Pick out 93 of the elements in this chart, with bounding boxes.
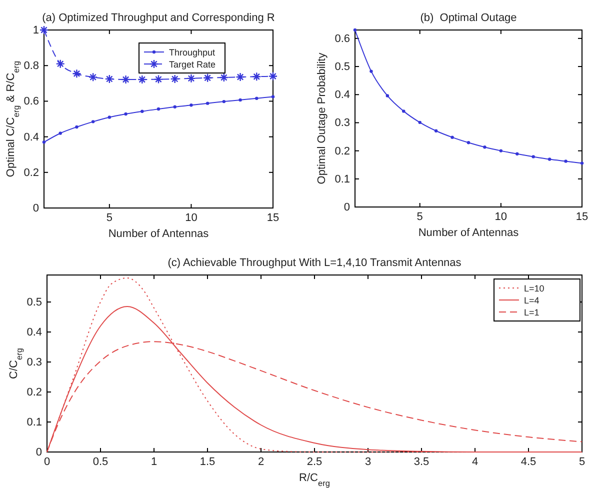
point <box>39 25 49 35</box>
point <box>104 74 114 84</box>
point <box>271 95 275 98</box>
y-tick-label: 0.4 <box>334 89 350 102</box>
chart-title: (c) Achievable Throughput With L=1,4,10 Transmit Antennas <box>168 257 462 269</box>
x-tick-label: 15 <box>266 212 280 224</box>
point <box>252 72 262 82</box>
x-tick-label: 4 <box>472 456 478 468</box>
point <box>121 74 130 84</box>
x-tick-label: 15 <box>576 210 588 223</box>
y-tick-label: 0.3 <box>334 117 350 130</box>
point <box>255 96 258 100</box>
y-tick-label: 1 <box>32 24 39 37</box>
point <box>386 94 390 98</box>
point <box>353 28 357 32</box>
x-tick-label: 2 <box>258 456 264 468</box>
point <box>516 152 519 156</box>
point <box>154 74 164 84</box>
y-tick-label: 0 <box>36 446 42 459</box>
y-tick-label: 0.5 <box>334 61 350 74</box>
point <box>72 69 82 78</box>
point <box>532 155 535 158</box>
point <box>483 146 486 149</box>
point <box>564 160 568 163</box>
x-tick-label: 4.5 <box>520 456 536 468</box>
chart-title: (b) Optimal Outage <box>420 12 517 24</box>
point <box>170 74 180 84</box>
point <box>402 110 406 113</box>
y-tick-label: 0.2 <box>334 145 350 158</box>
point <box>222 100 226 104</box>
x-tick-label: 0 <box>44 456 50 468</box>
y-tick-label: 0.1 <box>26 416 42 429</box>
point <box>186 74 196 84</box>
legend-label: Throughput <box>169 48 216 58</box>
x-axis-title: Number of Antennas <box>108 228 210 240</box>
y-axis-title: Optimal Outage Probability <box>316 52 328 184</box>
x-tick-label: 5 <box>578 456 586 468</box>
point <box>173 105 176 108</box>
y-tick-label: 0.8 <box>24 60 39 72</box>
point <box>190 104 193 107</box>
x-tick-label: 5 <box>106 212 112 224</box>
point <box>238 98 242 102</box>
x-tick-label: 0.5 <box>92 456 108 468</box>
y-tick-label: 0 <box>344 202 350 214</box>
legend-label: L=4 <box>524 296 540 306</box>
point <box>219 72 229 82</box>
y-tick-label: 0.5 <box>26 296 42 309</box>
point <box>56 59 65 68</box>
point <box>91 120 95 124</box>
x-axis-title: R/C$_{erg}$ <box>299 472 330 488</box>
point <box>138 74 147 84</box>
legend-label: L=1 <box>524 308 540 318</box>
point <box>499 149 503 152</box>
x-tick-label: 1 <box>150 456 158 468</box>
y-tick-label: 0.2 <box>24 166 39 179</box>
y-tick-label: 0.2 <box>26 386 42 399</box>
x-tick-label: 1.5 <box>200 456 216 468</box>
legend-label: L=10 <box>524 284 544 294</box>
point <box>140 110 144 113</box>
x-tick-label: 5 <box>416 210 423 223</box>
point <box>124 112 128 116</box>
point <box>268 72 278 81</box>
point <box>108 116 112 119</box>
point <box>58 132 62 135</box>
point <box>206 102 210 105</box>
x-axis-title: Number of Antennas <box>418 227 520 239</box>
y-tick-label: 0 <box>32 202 39 215</box>
x-tick-label: 2.5 <box>306 456 322 468</box>
point <box>450 136 454 139</box>
point <box>466 141 470 144</box>
x-tick-label: 3.5 <box>414 456 430 468</box>
x-tick-label: 3 <box>364 456 372 468</box>
y-tick-label: 0.1 <box>334 173 350 186</box>
y-tick-label: 0.4 <box>26 326 42 339</box>
point <box>42 140 46 144</box>
point <box>88 72 98 82</box>
x-tick-label: 10 <box>494 210 508 223</box>
y-tick-label: 0.6 <box>334 32 350 45</box>
point <box>418 120 422 124</box>
x-tick-label: 10 <box>185 212 198 224</box>
chart-title: (a) Optimized Throughput and Corresponding R <box>42 12 275 24</box>
y-tick-label: 0.3 <box>26 356 42 369</box>
legend-label: Target Rate <box>169 60 216 70</box>
point <box>236 72 245 82</box>
y-tick-label: 0.4 <box>24 131 39 144</box>
point <box>548 158 552 161</box>
point <box>434 129 438 132</box>
point <box>580 162 584 165</box>
point <box>156 107 160 111</box>
point <box>75 125 78 129</box>
y-tick-label: 0.6 <box>24 96 39 108</box>
point <box>370 70 373 73</box>
point <box>202 73 212 82</box>
